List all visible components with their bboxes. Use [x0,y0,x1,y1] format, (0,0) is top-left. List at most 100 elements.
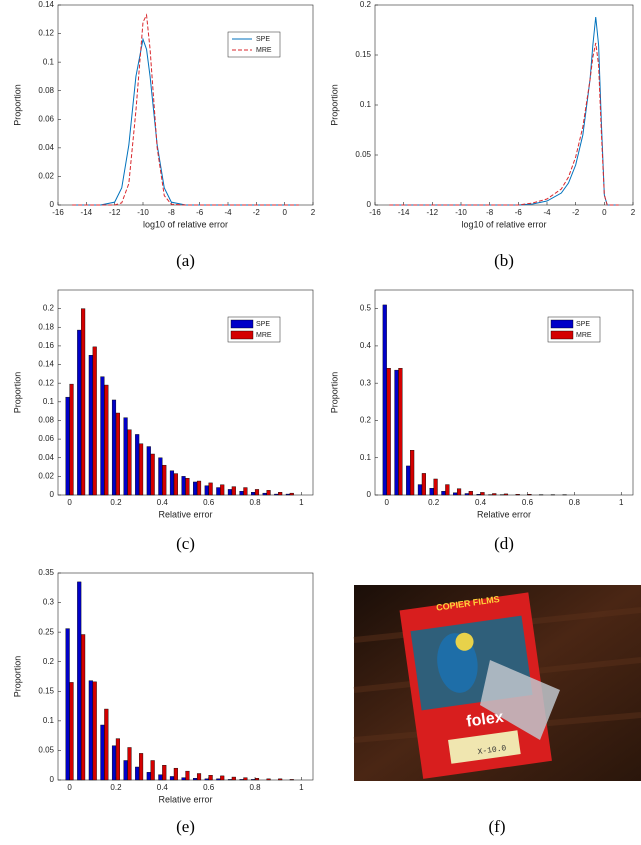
caption: (e) [176,817,195,836]
bar [115,412,120,496]
y-tick-label: 0.3 [43,598,55,607]
y-tick-label: 0 [367,490,372,499]
bar [208,482,213,496]
bar [382,304,387,496]
bar [173,767,178,781]
bar [410,450,415,496]
y-tick-label: 0 [50,775,55,784]
y-tick-label: 0.15 [355,50,371,59]
x-tick-label: 0.2 [110,783,122,792]
bar [208,775,213,781]
x-tick-label: 0 [385,498,390,507]
bar [406,465,411,496]
x-tick-label: -10 [455,208,467,217]
x-tick-label: -6 [196,208,204,217]
legend-label: MRE [576,332,592,339]
bar [243,777,248,781]
bar [417,484,423,496]
x-tick-label: -10 [137,208,149,217]
x-tick-label: 0.6 [203,783,215,792]
legend-label: SPE [256,321,270,328]
bar [193,778,198,781]
caption: (f) [489,817,506,836]
bar [81,634,86,781]
bar [88,355,93,496]
bar [456,488,462,496]
photo-text: X-10.0 [477,744,507,757]
bar [262,492,267,496]
x-tick-label: 1 [299,783,304,792]
x-tick-label: -14 [81,208,93,217]
bar [169,776,175,781]
x-tick-label: 0 [282,208,287,217]
bar [139,443,144,496]
bar [92,346,97,496]
bar [88,680,93,781]
y-axis-label: Proportion [329,372,339,414]
bar [158,457,163,496]
x-tick-label: 1 [299,498,304,507]
chart: 0 0.2 0.4 0.6 0.8 1 0 0.02 0.04 0.06 0.08 0.1 0.12 0.… [12,289,314,553]
bar [453,492,458,496]
x-tick-label: 0.6 [522,498,534,507]
bar [289,492,294,496]
x-tick-label: 1 [619,498,624,507]
x-tick-label: -16 [369,208,381,217]
y-tick-label: 0.12 [38,378,54,387]
bar [158,774,163,781]
bar [429,488,434,496]
bar [196,773,202,781]
bar [231,486,236,496]
bar [150,453,155,496]
bar [278,778,283,781]
bar [127,429,132,496]
bar [77,329,82,496]
x-axis-label: Relative error [158,509,212,519]
bar [123,760,128,781]
y-tick-label: 0.2 [43,304,55,313]
bar [127,747,132,781]
x-tick-label: -2 [572,208,580,217]
bar [135,434,140,496]
x-tick-label: -4 [543,208,551,217]
bar [441,491,446,496]
y-axis-label: Proportion [12,656,22,698]
legend [227,31,281,58]
bar [503,493,509,496]
bar [92,681,97,781]
bar [181,777,186,781]
y-tick-label: 0 [50,490,55,499]
y-tick-label: 0.08 [38,86,54,95]
legend-swatch [550,319,574,329]
plot-area [374,4,634,206]
x-tick-label: -8 [486,208,494,217]
bar [251,779,256,781]
bar [289,779,294,781]
chart: 0 0.2 0.4 0.6 0.8 1 0 0.05 0.1 0.15 0.2 0.25 0.3 0.35… [12,568,314,836]
y-tick-label: 0.1 [43,716,55,725]
x-axis-label: log10 of relative error [143,219,228,229]
bar [162,765,167,781]
x-tick-label: 0.2 [110,498,122,507]
bar [123,417,128,496]
x-tick-label: -14 [398,208,410,217]
legend-swatch [550,330,574,340]
bar [227,779,232,781]
bar [150,760,155,781]
y-tick-label: 0.16 [38,341,54,350]
y-tick-label: 0.04 [38,143,54,152]
bar [220,775,225,781]
bar [169,470,175,496]
bar [464,493,469,496]
y-tick-label: 0 [50,200,55,209]
bar [104,384,109,496]
x-tick-label: 0.2 [428,498,440,507]
chart: 0 0.2 0.4 0.6 0.8 1 0 0.1 0.2 0.3 0.4 0.5 Relative e… [329,289,634,553]
bar [204,485,209,496]
x-axis-label: log10 of relative error [461,219,546,229]
x-tick-label: -12 [427,208,439,217]
bar [115,738,120,781]
x-tick-label: 0.4 [157,783,169,792]
bar [69,383,74,496]
bar [65,396,70,496]
